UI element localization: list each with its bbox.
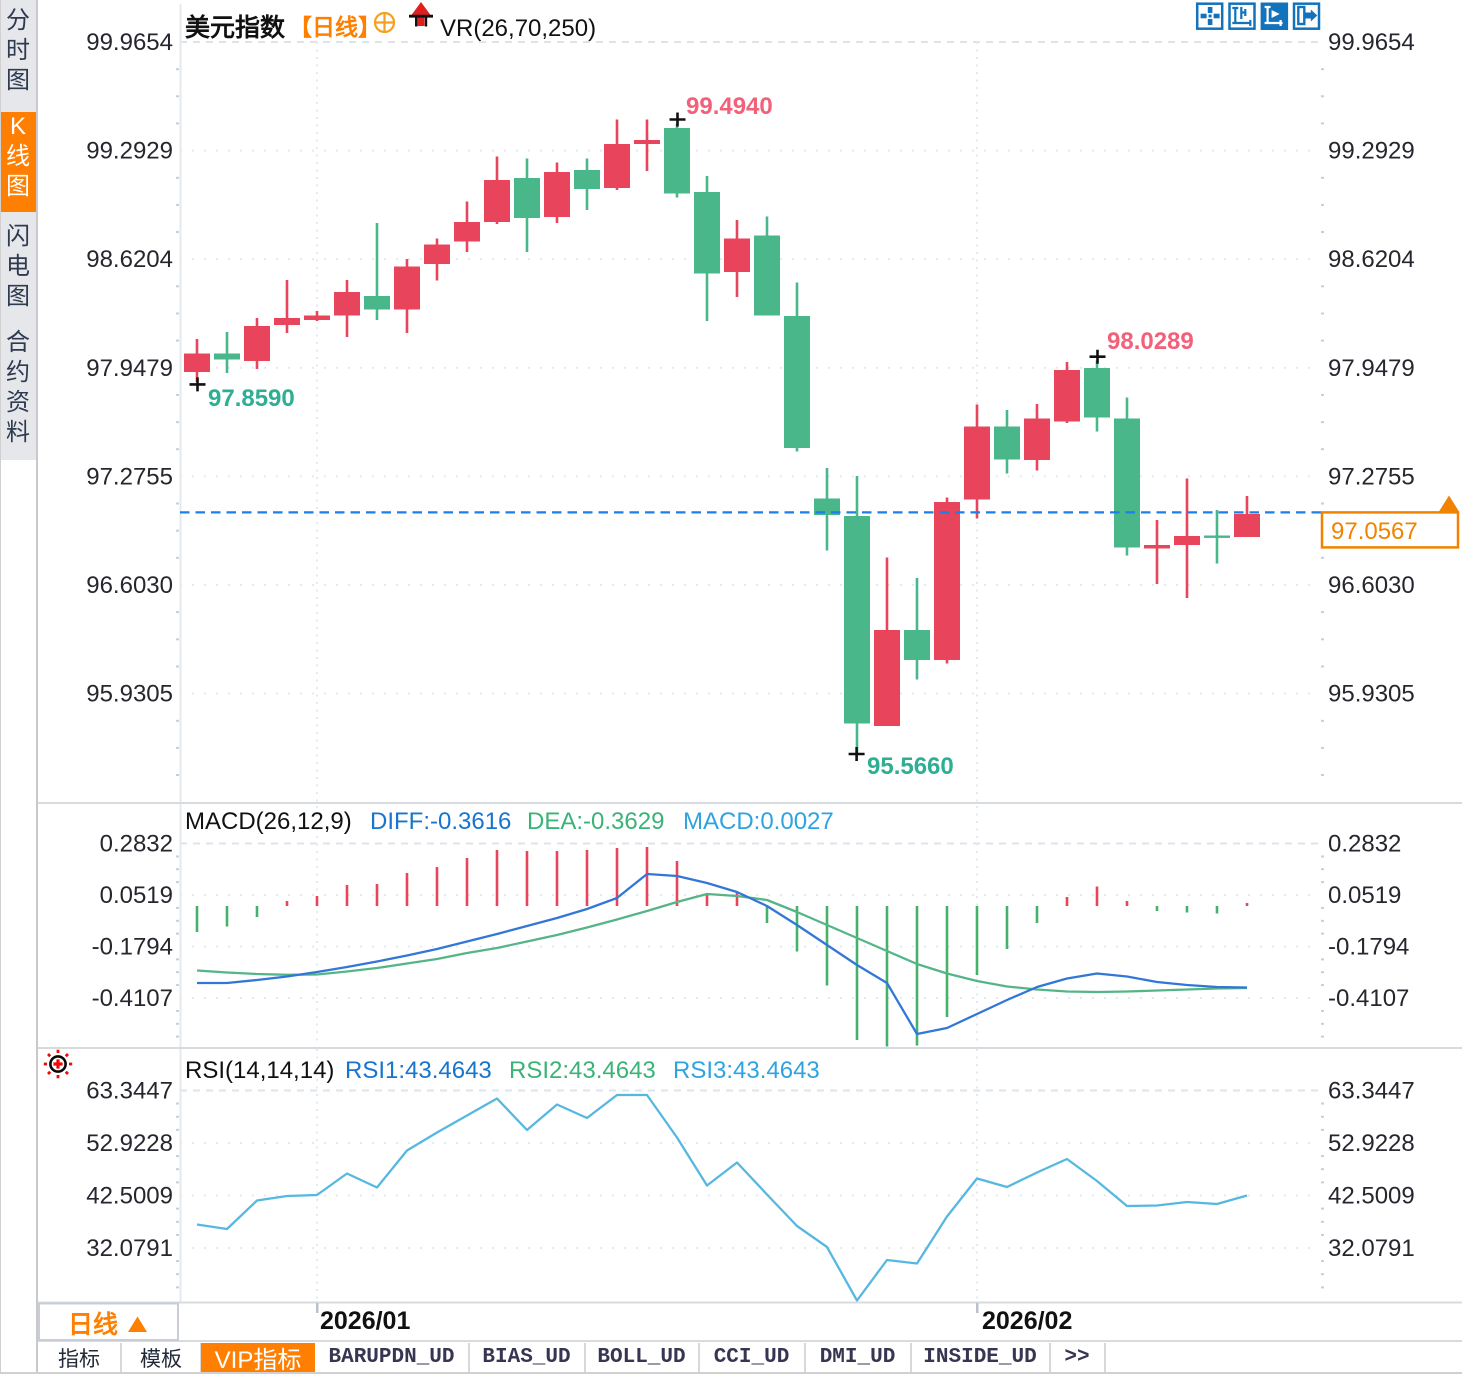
svg-text:DEA:-0.3629: DEA:-0.3629 <box>527 808 664 835</box>
svg-text:-0.4107: -0.4107 <box>1328 985 1409 1012</box>
svg-text:32.0791: 32.0791 <box>1328 1235 1415 1262</box>
svg-text:-0.1794: -0.1794 <box>92 934 173 961</box>
svg-text:95.9305: 95.9305 <box>86 681 173 708</box>
svg-text:97.0567: 97.0567 <box>1331 518 1418 545</box>
svg-text:MACD:0.0027: MACD:0.0027 <box>683 808 834 835</box>
svg-text:98.6204: 98.6204 <box>86 246 173 273</box>
svg-text:97.9479: 97.9479 <box>1328 355 1415 382</box>
svg-text:99.2929: 99.2929 <box>1328 138 1415 165</box>
svg-text:98.6204: 98.6204 <box>1328 246 1415 273</box>
svg-text:97.8590: 97.8590 <box>208 385 295 412</box>
svg-text:VR(26,70,250): VR(26,70,250) <box>440 15 596 42</box>
svg-text:DIFF:-0.3616: DIFF:-0.3616 <box>370 808 511 835</box>
svg-text:0.0519: 0.0519 <box>1328 882 1401 909</box>
svg-text:96.6030: 96.6030 <box>1328 572 1415 599</box>
svg-text:95.9305: 95.9305 <box>1328 681 1415 708</box>
svg-text:42.5009: 42.5009 <box>1328 1183 1415 1210</box>
svg-text:97.2755: 97.2755 <box>1328 463 1415 490</box>
svg-text:52.9228: 52.9228 <box>1328 1130 1415 1157</box>
svg-text:日线: 日线 <box>68 1310 118 1339</box>
svg-text:RSI3:43.4643: RSI3:43.4643 <box>673 1057 820 1084</box>
svg-text:99.9654: 99.9654 <box>86 29 173 56</box>
svg-text:RSI1:43.4643: RSI1:43.4643 <box>345 1057 492 1084</box>
svg-text:63.3447: 63.3447 <box>1328 1078 1415 1105</box>
svg-text:0.0519: 0.0519 <box>100 882 173 909</box>
svg-text:96.6030: 96.6030 <box>86 572 173 599</box>
svg-text:-0.1794: -0.1794 <box>1328 934 1409 961</box>
svg-text:42.5009: 42.5009 <box>86 1183 173 1210</box>
svg-text:99.9654: 99.9654 <box>1328 29 1415 56</box>
svg-text:97.2755: 97.2755 <box>86 463 173 490</box>
svg-text:0.2832: 0.2832 <box>1328 831 1401 858</box>
svg-text:98.0289: 98.0289 <box>1107 328 1194 355</box>
svg-text:63.3447: 63.3447 <box>86 1078 173 1105</box>
svg-text:RSI2:43.4643: RSI2:43.4643 <box>509 1057 656 1084</box>
svg-text:95.5660: 95.5660 <box>867 753 954 780</box>
svg-text:52.9228: 52.9228 <box>86 1130 173 1157</box>
svg-text:99.2929: 99.2929 <box>86 138 173 165</box>
svg-text:32.0791: 32.0791 <box>86 1235 173 1262</box>
svg-text:RSI(14,14,14): RSI(14,14,14) <box>185 1057 334 1084</box>
svg-text:【日线】: 【日线】 <box>289 14 381 40</box>
svg-text:2026/01: 2026/01 <box>320 1307 410 1335</box>
svg-text:0.2832: 0.2832 <box>100 831 173 858</box>
svg-text:MACD(26,12,9): MACD(26,12,9) <box>185 808 352 835</box>
svg-text:美元指数: 美元指数 <box>185 13 286 42</box>
svg-text:97.9479: 97.9479 <box>86 355 173 382</box>
svg-text:99.4940: 99.4940 <box>686 93 773 120</box>
svg-text:-0.4107: -0.4107 <box>92 985 173 1012</box>
svg-text:2026/02: 2026/02 <box>982 1307 1072 1335</box>
